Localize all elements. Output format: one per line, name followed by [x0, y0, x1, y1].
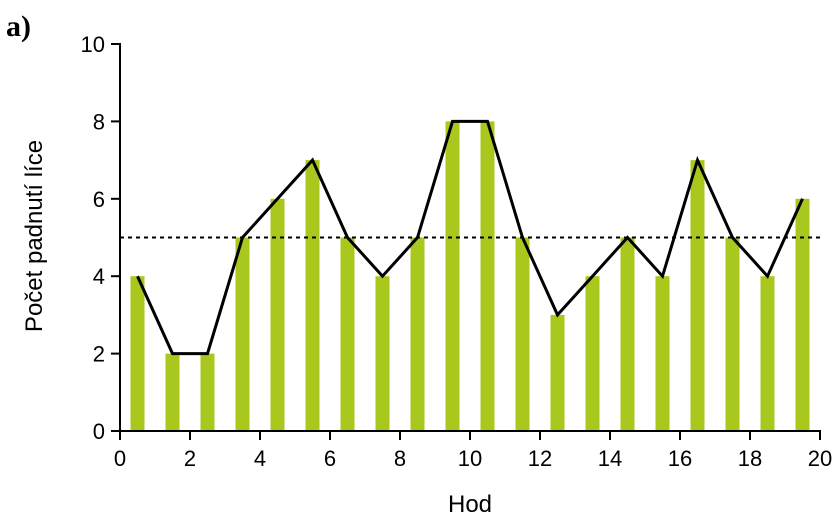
bar-11: [480, 121, 495, 432]
line-series-group: [136, 119, 804, 356]
y-tick-label: 8: [93, 109, 105, 134]
bar-8: [375, 276, 390, 431]
bar-14: [585, 276, 600, 431]
bar-2: [165, 353, 180, 431]
y-axis-title: Počet padnutí líce: [21, 140, 48, 332]
x-tick-label: 6: [324, 446, 336, 471]
bar-5: [270, 198, 285, 431]
bar-19: [760, 276, 775, 431]
x-axis-title: Hod: [448, 491, 492, 518]
panel-label: a): [6, 10, 31, 43]
tick-labels-group: 0 2 4 6 8 10 0 2 4 6 8 10 12 14 16 18 20: [81, 32, 833, 471]
x-tick-label: 20: [808, 446, 832, 471]
y-tick-label: 10: [81, 32, 105, 57]
bar-12: [515, 237, 530, 431]
bar-20: [795, 198, 810, 431]
x-tick-label: 0: [114, 446, 126, 471]
bar-3: [200, 353, 215, 431]
x-tick-label: 18: [738, 446, 762, 471]
bars-group: [130, 121, 810, 432]
series-line: [136, 119, 804, 356]
bar-7: [340, 237, 355, 431]
x-tick-label: 12: [528, 446, 552, 471]
x-tick-label: 14: [598, 446, 622, 471]
y-tick-label: 6: [93, 187, 105, 212]
y-tick-label: 0: [93, 419, 105, 444]
bar-17: [690, 160, 705, 431]
x-tick-label: 2: [184, 446, 196, 471]
x-tick-label: 16: [668, 446, 692, 471]
bar-10: [445, 121, 460, 432]
bar-9: [410, 237, 425, 431]
bar-16: [655, 276, 670, 431]
bar-1: [130, 276, 145, 431]
bar-4: [235, 237, 250, 431]
bar-6: [305, 160, 320, 431]
bar-13: [550, 314, 565, 431]
y-tick-label: 2: [93, 342, 105, 367]
bar-18: [725, 237, 740, 431]
y-tick-label: 4: [93, 264, 105, 289]
axes-group: [111, 43, 821, 440]
x-tick-label: 8: [394, 446, 406, 471]
bar-15: [620, 237, 635, 431]
x-tick-label: 4: [254, 446, 266, 471]
x-tick-label: 10: [458, 446, 482, 471]
